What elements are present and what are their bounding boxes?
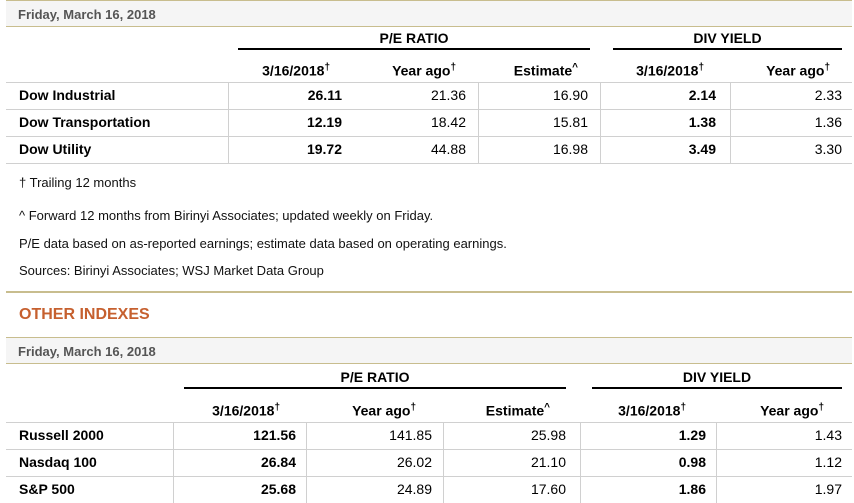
pe-current-value: 25.68	[260, 481, 296, 497]
div-yearago-value: 1.43	[814, 427, 842, 443]
pe-estimate-value: 17.60	[530, 481, 566, 497]
pe-estimate-value: 21.10	[530, 454, 566, 470]
date-band: Friday, March 16, 2018	[6, 0, 852, 27]
pe-ratio-group-header: P/E RATIO	[238, 28, 590, 50]
row-label: Dow Industrial	[19, 87, 116, 103]
pe-yearago-value: 24.89	[396, 481, 432, 497]
pe-estimate-value: 15.81	[552, 114, 588, 130]
div-yearago-value: 2.33	[814, 87, 842, 103]
pe-current-value: 26.84	[260, 454, 296, 470]
col-header-pe-current: 3/16/2018†	[262, 62, 330, 79]
row-label: Dow Utility	[19, 141, 92, 157]
col-header-div-yearago: Year ago†	[766, 62, 830, 79]
footnote-trailing: † Trailing 12 months	[19, 175, 137, 190]
col-header-div-current: 3/16/2018†	[636, 62, 704, 79]
date-band: Friday, March 16, 2018	[6, 337, 852, 364]
pe-yearago-value: 26.02	[396, 454, 432, 470]
div-yearago-value: 1.97	[814, 481, 842, 497]
pe-current-value: 12.19	[306, 114, 342, 130]
pe-current-value: 121.56	[253, 427, 296, 443]
div-yearago-value: 1.36	[814, 114, 842, 130]
pe-yearago-value: 21.36	[430, 87, 466, 103]
row-label: Russell 2000	[19, 427, 104, 443]
col-header-div-yearago: Year ago†	[760, 402, 824, 419]
row-label: Nasdaq 100	[19, 454, 97, 470]
footnote-forward: ^ Forward 12 months from Birinyi Associa…	[19, 208, 434, 223]
div-yield-group-header: DIV YIELD	[592, 367, 842, 389]
table-date: Friday, March 16, 2018	[18, 7, 156, 22]
div-current-value: 3.49	[688, 141, 716, 157]
pe-ratio-group-header: P/E RATIO	[184, 367, 566, 389]
row-label: Dow Transportation	[19, 114, 151, 130]
div-yearago-value: 1.12	[814, 454, 842, 470]
col-header-pe-yearago: Year ago†	[352, 402, 416, 419]
table-date: Friday, March 16, 2018	[18, 344, 156, 359]
col-header-pe-estimate: Estimate^	[513, 62, 578, 79]
pe-yearago-value: 141.85	[389, 427, 432, 443]
pe-estimate-value: 16.98	[552, 141, 588, 157]
footnote-sources: Sources: Birinyi Associates; WSJ Market …	[19, 263, 324, 278]
pe-estimate-value: 16.90	[552, 87, 588, 103]
div-current-value: 0.98	[678, 454, 706, 470]
div-yearago-value: 3.30	[814, 141, 842, 157]
div-current-value: 1.38	[688, 114, 716, 130]
pe-yearago-value: 18.42	[430, 114, 466, 130]
col-header-pe-yearago: Year ago†	[392, 62, 456, 79]
pe-current-value: 19.72	[306, 141, 342, 157]
div-yield-group-header: DIV YIELD	[613, 28, 842, 50]
pe-current-value: 26.11	[307, 87, 342, 103]
row-label: S&P 500	[19, 481, 75, 497]
div-current-value: 1.29	[678, 427, 706, 443]
div-current-value: 1.86	[678, 481, 706, 497]
col-header-pe-estimate: Estimate^	[485, 402, 550, 419]
section-title-other-indexes: OTHER INDEXES	[19, 306, 150, 323]
pe-estimate-value: 25.98	[530, 427, 566, 443]
col-header-div-current: 3/16/2018†	[618, 402, 686, 419]
footnote-basis: P/E data based on as-reported earnings; …	[19, 236, 507, 251]
div-current-value: 2.14	[688, 87, 716, 103]
pe-yearago-value: 44.88	[430, 141, 466, 157]
col-header-pe-current: 3/16/2018†	[212, 402, 280, 419]
